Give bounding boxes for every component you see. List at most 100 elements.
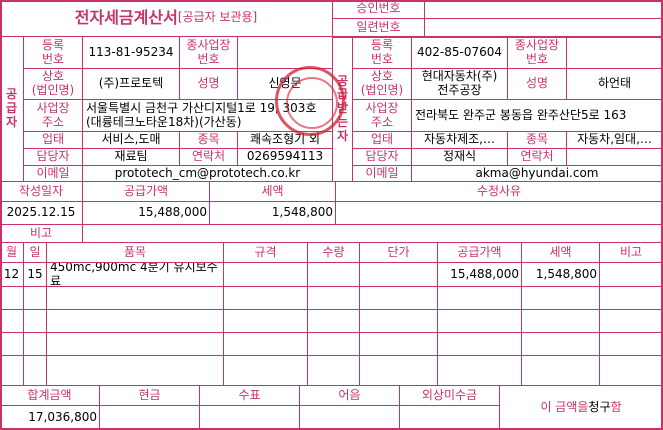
title-main: 전자세금계산서	[74, 7, 178, 27]
item-row-day	[23, 332, 47, 356]
buyer-biz-item: 자동차,임대,…	[566, 131, 663, 149]
item-row-day	[23, 355, 47, 386]
item-header-spec: 규격	[223, 242, 308, 263]
supplier-contact: 0269594113	[237, 148, 333, 166]
item-row-remark	[599, 332, 663, 356]
item-row-qty	[307, 355, 360, 386]
claim-prefix: 이 금액을	[540, 399, 589, 414]
item-row-spec	[223, 355, 308, 386]
total-amount-value: 17,036,800	[0, 405, 100, 430]
item-row-month: 12	[0, 262, 24, 287]
buyer-side-label: 공 급 받 는 자	[332, 36, 353, 182]
item-header-qty: 수량	[307, 242, 360, 263]
claim-suffix: 함	[610, 399, 622, 414]
note-value	[82, 224, 663, 243]
buyer-reg-no-label: 등록 번호	[352, 36, 412, 69]
item-header-unit-price: 단가	[359, 242, 438, 263]
supplier-sub-biz-no	[237, 36, 333, 69]
buyer-company-label: 상호 (법인명)	[352, 68, 412, 100]
buyer-manager: 정재식	[411, 148, 508, 166]
buyer-address: 전라북도 완주군 봉동읍 완주산단5로 163	[411, 99, 663, 132]
buyer-manager-label: 담당자	[352, 148, 412, 166]
supplier-reg-no: 113-81-95234	[82, 36, 180, 69]
supplier-contact-label: 연락처	[179, 148, 238, 166]
buyer-contact-label: 연락처	[507, 148, 567, 166]
item-row-qty	[307, 262, 360, 287]
claim-mark: 청구	[588, 399, 611, 414]
buyer-reg-no: 402-85-07604	[411, 36, 508, 69]
item-header-remark: 비고	[599, 242, 663, 263]
issue-date: 2025.12.15	[0, 201, 83, 225]
item-row-item: 450mc,900mc 4분기 유지보수료	[46, 262, 224, 287]
buyer-biz-item-label: 종목	[507, 131, 567, 149]
item-row-day	[23, 286, 47, 310]
item-row-item	[46, 286, 224, 310]
supplier-manager: 재료팀	[82, 148, 180, 166]
item-row-tax	[521, 332, 600, 356]
supplier-side-label: 공 급 자	[0, 36, 24, 182]
item-row-supply-amount	[437, 309, 522, 333]
invoice-title: 전자세금계산서 [공급자 보관용]	[0, 0, 333, 37]
supply-amount: 15,488,000	[82, 201, 210, 225]
date-label: 작성일자	[0, 181, 83, 202]
buyer-ceo: 하언태	[566, 68, 663, 100]
item-row-supply-amount: 15,488,000	[437, 262, 522, 287]
tax-amount-label: 세액	[209, 181, 336, 202]
note-bill-label: 어음	[299, 385, 400, 406]
buyer-sub-biz-no-label: 종사업장 번호	[507, 36, 567, 69]
item-row-tax	[521, 355, 600, 386]
item-row-remark	[599, 262, 663, 287]
cash-label: 현금	[99, 385, 200, 406]
buyer-sub-biz-no	[566, 36, 663, 69]
supplier-email: prototech_cm@prototech.co.kr	[82, 165, 333, 182]
supplier-email-label: 이메일	[23, 165, 83, 182]
item-row-day	[23, 309, 47, 333]
note-bill-value	[299, 405, 400, 430]
item-row-item	[46, 332, 224, 356]
item-row-item	[46, 355, 224, 386]
item-row-tax: 1,548,800	[521, 262, 600, 287]
buyer-email: akma@hyundai.com	[411, 165, 663, 182]
item-row-unit-price	[359, 332, 438, 356]
supplier-company-label: 상호 (법인명)	[23, 68, 83, 100]
supplier-biz-type-label: 업태	[23, 131, 83, 149]
supplier-ceo-label: 성명	[179, 68, 238, 100]
buyer-company: 현대자동차(주) 전주공장	[411, 68, 508, 100]
item-row-month	[0, 355, 24, 386]
tax-amount: 1,548,800	[209, 201, 336, 225]
item-row-spec	[223, 332, 308, 356]
item-row-supply-amount	[437, 355, 522, 386]
item-row-month	[0, 286, 24, 310]
item-row-qty	[307, 332, 360, 356]
supplier-manager-label: 담당자	[23, 148, 83, 166]
revision-reason-label: 수정사유	[335, 181, 663, 202]
supplier-reg-no-label: 등록 번호	[23, 36, 83, 69]
buyer-contact	[566, 148, 663, 166]
total-amount-label: 합계금액	[0, 385, 100, 406]
item-row-item	[46, 309, 224, 333]
item-row-supply-amount	[437, 286, 522, 310]
cash-value	[99, 405, 200, 430]
credit-label: 외상미수금	[399, 385, 500, 406]
supplier-sub-biz-no-label: 종사업장 번호	[179, 36, 238, 69]
supplier-company: (주)프로토텍	[82, 68, 180, 100]
item-row-spec	[223, 262, 308, 287]
item-header-tax: 세액	[521, 242, 600, 263]
check-label: 수표	[199, 385, 300, 406]
buyer-ceo-label: 성명	[507, 68, 567, 100]
item-row-tax	[521, 309, 600, 333]
credit-value	[399, 405, 500, 430]
item-row-supply-amount	[437, 332, 522, 356]
supplier-biz-type: 서비스,도매	[82, 131, 180, 149]
item-row-month	[0, 332, 24, 356]
item-row-remark	[599, 355, 663, 386]
item-row-remark	[599, 286, 663, 310]
approval-number-label: 승인번호	[332, 0, 425, 19]
check-value	[199, 405, 300, 430]
serial-number-value	[424, 18, 663, 38]
item-row-unit-price	[359, 262, 438, 287]
item-row-qty	[307, 286, 360, 310]
item-row-remark	[599, 309, 663, 333]
supplier-biz-item: 쾌속조형기 외	[237, 131, 333, 149]
